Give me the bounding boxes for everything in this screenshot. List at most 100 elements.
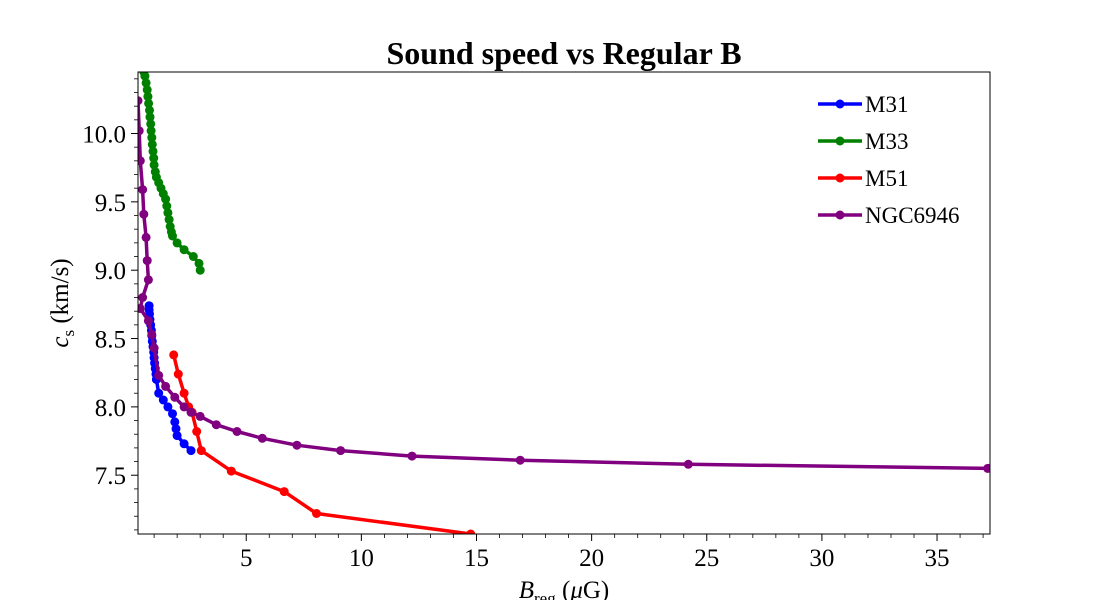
data-point-m31 xyxy=(168,409,177,419)
data-point-m33 xyxy=(147,133,157,143)
data-point-m33 xyxy=(194,258,204,268)
data-point-m33 xyxy=(168,231,177,241)
data-point-ngc6946 xyxy=(154,370,164,380)
data-point-m33 xyxy=(164,215,174,225)
data-point-ngc6946 xyxy=(170,392,180,402)
x-tick-label: 30 xyxy=(809,545,834,572)
data-point-ngc6946 xyxy=(143,316,153,326)
data-point-ngc6946 xyxy=(211,420,221,430)
data-point-m31 xyxy=(163,402,173,412)
data-point-ngc6946 xyxy=(179,402,189,412)
y-tick-label: 7.5 xyxy=(95,463,126,490)
data-point-ngc6946 xyxy=(407,451,417,461)
series-line-m51 xyxy=(171,354,471,534)
x-tick-label: 5 xyxy=(240,545,253,572)
legend-item-m31: M31 xyxy=(818,92,908,117)
data-point-m51 xyxy=(466,529,476,534)
data-point-m33 xyxy=(141,78,151,88)
data-point-m31 xyxy=(172,431,182,441)
x-tick-label: 10 xyxy=(349,545,374,572)
data-point-m33 xyxy=(147,139,157,149)
series-m31 xyxy=(144,301,196,456)
legend: M31 M33 M51 NGC6946 xyxy=(818,92,960,228)
data-point-m51 xyxy=(192,427,202,436)
x-tick-label: 35 xyxy=(925,545,950,572)
legend-marker-m33 xyxy=(835,136,845,146)
data-point-m33 xyxy=(195,265,205,275)
data-point-m33 xyxy=(145,112,155,122)
data-point-m33 xyxy=(145,105,154,115)
series-m33 xyxy=(139,72,205,275)
data-point-ngc6946 xyxy=(147,329,157,339)
data-point-m33 xyxy=(162,201,172,211)
data-point-ngc6946 xyxy=(232,427,242,436)
y-tick-label: 9.5 xyxy=(95,190,126,217)
data-point-ngc6946 xyxy=(186,407,196,417)
x-tick-label: 25 xyxy=(694,545,719,572)
data-point-m51 xyxy=(196,446,206,456)
data-point-m33 xyxy=(149,160,159,170)
series-m51 xyxy=(169,350,476,534)
y-axis-label: cs (km/s) xyxy=(47,258,78,347)
chart-title: Sound speed vs Regular B xyxy=(386,35,741,71)
legend-label-m51: M51 xyxy=(865,166,908,191)
data-point-ngc6946 xyxy=(149,343,159,353)
data-point-m51 xyxy=(226,466,236,476)
series-ngc6946 xyxy=(138,96,990,473)
legend-marker-m31 xyxy=(835,99,845,109)
data-point-m33 xyxy=(144,98,154,108)
legend-marker-m51 xyxy=(835,173,845,183)
data-point-m31 xyxy=(179,439,189,449)
y-tick-label: 9.0 xyxy=(95,258,126,285)
data-point-ngc6946 xyxy=(139,209,149,219)
data-point-ngc6946 xyxy=(138,293,148,302)
data-point-ngc6946 xyxy=(257,433,267,443)
y-tick-label: 10.0 xyxy=(82,122,126,149)
data-point-m51 xyxy=(279,487,289,497)
data-point-ngc6946 xyxy=(292,440,302,450)
data-point-m33 xyxy=(163,208,173,218)
data-point-ngc6946 xyxy=(683,459,693,469)
legend-label-ngc6946: NGC6946 xyxy=(865,203,960,228)
data-point-ngc6946 xyxy=(515,455,525,465)
data-point-m33 xyxy=(146,126,156,136)
legend-item-ngc6946: NGC6946 xyxy=(818,203,960,228)
series-line-ngc6946 xyxy=(138,100,988,471)
data-point-ngc6946 xyxy=(142,256,152,266)
data-point-m33 xyxy=(149,153,159,163)
data-point-m33 xyxy=(143,92,153,102)
data-point-ngc6946 xyxy=(161,381,171,391)
x-tick-label: 15 xyxy=(464,545,489,572)
data-point-m51 xyxy=(179,388,189,398)
legend-item-m33: M33 xyxy=(818,129,908,154)
x-axis-label: Breg (μG) xyxy=(519,577,610,600)
data-point-ngc6946 xyxy=(195,411,205,421)
legend-marker-ngc6946 xyxy=(835,210,845,220)
data-point-m31 xyxy=(186,446,196,456)
data-point-m33 xyxy=(148,146,158,156)
data-point-m31 xyxy=(170,417,180,427)
y-tick-label: 8.5 xyxy=(95,327,126,354)
data-point-m33 xyxy=(179,245,189,255)
data-point-m51 xyxy=(169,350,179,360)
data-point-m31 xyxy=(171,424,181,434)
data-point-ngc6946 xyxy=(983,463,990,473)
data-point-ngc6946 xyxy=(141,232,151,242)
data-point-m31 xyxy=(154,388,164,398)
data-point-m51 xyxy=(173,369,183,379)
data-point-ngc6946 xyxy=(138,304,145,313)
legend-item-m51: M51 xyxy=(818,166,908,191)
legend-label-m33: M33 xyxy=(865,129,908,154)
y-tick-label: 8.0 xyxy=(95,395,126,422)
data-point-ngc6946 xyxy=(138,126,144,136)
data-point-ngc6946 xyxy=(138,156,145,166)
data-point-m33 xyxy=(172,238,182,248)
series-layer xyxy=(138,72,990,534)
data-point-m33 xyxy=(142,85,152,95)
plot-area-frame xyxy=(137,71,991,535)
legend-label-m31: M31 xyxy=(865,92,908,117)
ticks-layer: 5 10 15 20 25 30 35 7.5 8.0 8.5 9.0 9.5 10.0 xyxy=(82,78,984,572)
data-point-m31 xyxy=(158,395,168,405)
data-point-ngc6946 xyxy=(138,96,143,106)
